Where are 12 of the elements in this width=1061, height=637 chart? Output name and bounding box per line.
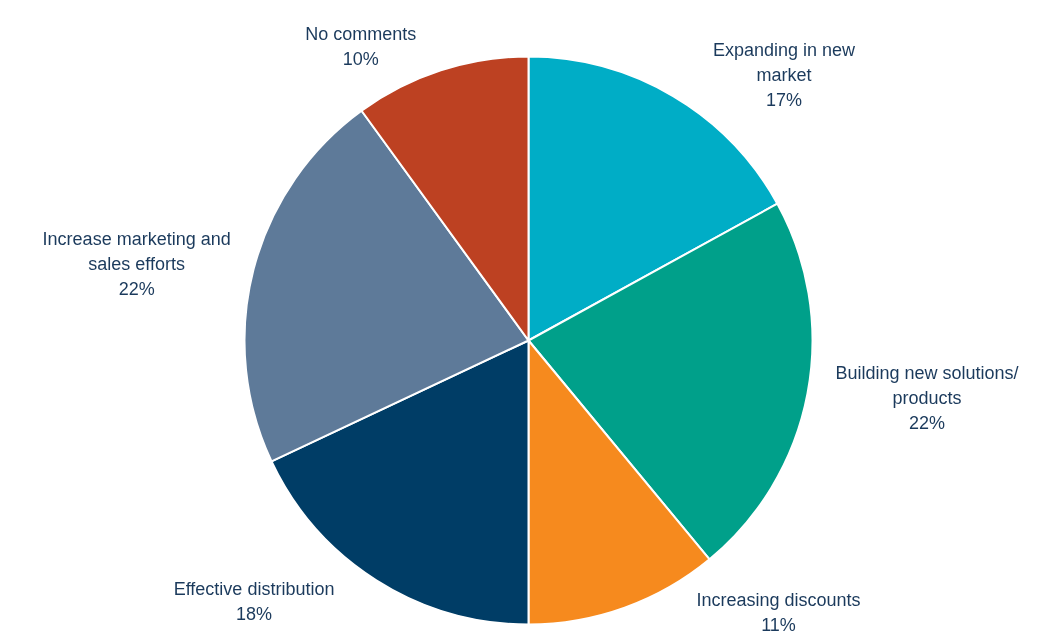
data-label: 18% xyxy=(236,603,273,624)
data-label: 22% xyxy=(909,413,946,434)
slice-label: Increase marketing and sales efforts xyxy=(42,228,231,274)
data-label: 11% xyxy=(761,614,796,635)
slice-label: Increasing discounts xyxy=(696,589,861,610)
data-label: 10% xyxy=(342,49,379,70)
data-label: 17% xyxy=(766,89,803,110)
slice-label: Building new solutions/ products xyxy=(835,363,1019,409)
slice-label: No comments xyxy=(305,24,417,45)
slice-label: Effective distribution xyxy=(173,578,335,599)
slice-label: Expanding in new market xyxy=(713,39,857,85)
data-label: 22% xyxy=(118,278,155,299)
